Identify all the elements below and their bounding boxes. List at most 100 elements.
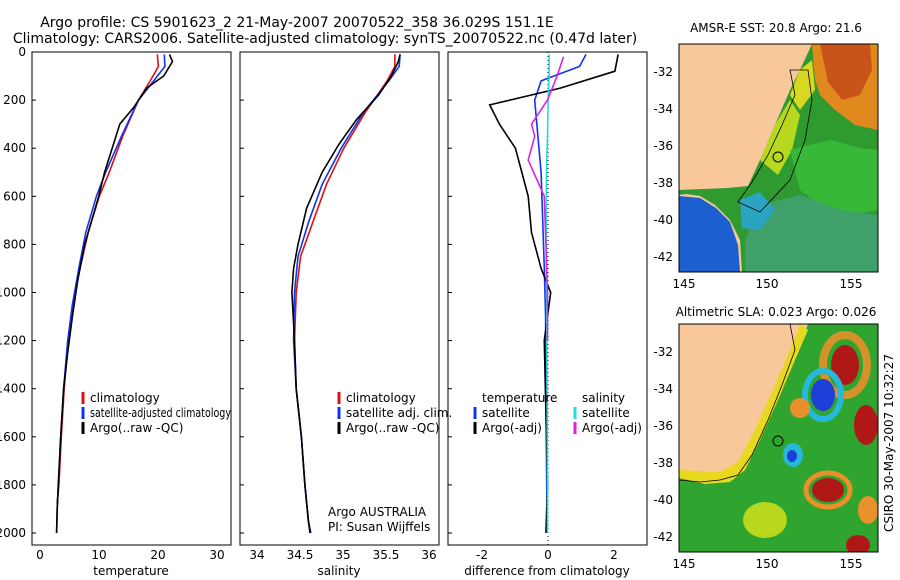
- depth-tick-label: 800: [3, 237, 26, 251]
- mid-water-region: [790, 140, 878, 215]
- map-lat-tick: -32: [653, 345, 673, 359]
- profile-line-climatology: [56, 54, 160, 505]
- legend-label-satellite: satellite adj. clim.: [346, 406, 452, 420]
- legend-header-temperature: temperature: [482, 391, 557, 405]
- temp-xtick-10: 10: [91, 548, 106, 562]
- depth-tick-label: 2000: [0, 526, 26, 540]
- profile-line-climatology: [293, 54, 396, 534]
- sla-map-title: Altimetric SLA: 0.023 Argo: 0.026: [676, 305, 877, 319]
- map-lat-tick: -34: [653, 102, 673, 116]
- profile-line-satellite-adj-clim: [292, 54, 401, 534]
- negative-anomaly-ring: [802, 368, 844, 422]
- shelf-contour: [737, 69, 813, 213]
- map-lon-tick: 155: [840, 277, 863, 291]
- difference-legend: temperature satellite Argo(-adj) salinit…: [473, 391, 642, 435]
- mixed-anomaly-region: [743, 502, 787, 538]
- difference-profiles: [488, 54, 619, 534]
- positive-anomaly-eddy-south: [812, 478, 844, 502]
- profile-line-salinity-satellite: [545, 54, 550, 533]
- map-lat-tick: -32: [653, 65, 673, 79]
- profile-line-argo-raw-qc: [55, 54, 174, 534]
- sal-xtick-35-5: 35.5: [373, 548, 400, 562]
- legend-label-temp-satellite: satellite: [482, 406, 530, 420]
- negative-anomaly-eddy: [811, 379, 835, 411]
- figure-title-line2: Climatology: CARS2006. Satellite-adjuste…: [13, 31, 637, 47]
- map-lat-tick: -36: [653, 139, 673, 153]
- argo-location-marker: [772, 435, 784, 447]
- profile-line-argo-raw-qc: [291, 54, 401, 534]
- depth-tick-label: 600: [3, 189, 26, 203]
- map-lat-tick: -38: [653, 176, 673, 190]
- salinity-xlabel: salinity: [317, 564, 360, 578]
- diff-xtick-0: 0: [544, 548, 552, 562]
- difference-xlabel: difference from climatology: [464, 564, 630, 578]
- depth-tick-label: 1200: [0, 334, 26, 348]
- positive-anomaly-ring: [819, 331, 871, 399]
- profile-line-temperature-argo-adj: [488, 54, 619, 534]
- legend-label-climatology: climatology: [346, 391, 416, 405]
- cold-eddy-core: [787, 450, 797, 462]
- legend-header-salinity: salinity: [582, 391, 625, 405]
- positive-anomaly-corner: [846, 535, 870, 552]
- temp-xtick-20: 20: [150, 548, 165, 562]
- temperature-axes: [31, 51, 232, 546]
- sst-map-frame: [678, 43, 879, 273]
- argo-location-marker: [772, 151, 784, 163]
- profile-line-satellite-adjusted-climatology: [55, 54, 166, 534]
- depth-tick-label: 1600: [0, 430, 26, 444]
- shelf-contour: [679, 324, 796, 483]
- sst-map: [678, 43, 879, 273]
- sal-xtick-34: 34: [249, 548, 264, 562]
- temperature-xlabel: temperature: [93, 564, 168, 578]
- salinity-axes: [239, 51, 440, 546]
- salinity-profiles: [291, 54, 401, 534]
- map-lat-tick: -38: [653, 456, 673, 470]
- map-lat-tick: -40: [653, 493, 673, 507]
- map-lat-tick: -42: [653, 530, 673, 544]
- positive-anomaly-edge: [858, 496, 878, 524]
- sal-xtick-35: 35: [335, 548, 350, 562]
- argo-program-label: Argo AUSTRALIA: [328, 505, 427, 519]
- depth-tick-label: 1400: [0, 382, 26, 396]
- cold-water-region: [679, 196, 740, 272]
- depth-tick-label: 1000: [0, 286, 26, 300]
- sal-xtick-34-5: 34.5: [287, 548, 314, 562]
- temp-xtick-0: 0: [36, 548, 44, 562]
- positive-anomaly-eddy: [831, 345, 859, 385]
- figure-title-line1: Argo profile: CS 5901623_2 21-May-2007 2…: [40, 15, 554, 31]
- temp-xtick-30: 30: [209, 548, 224, 562]
- southern-water-region: [745, 195, 878, 272]
- legend-label-sal-argo: Argo(-adj): [582, 421, 642, 435]
- coastal-warm-band: [790, 60, 815, 110]
- map-lat-tick: -40: [653, 213, 673, 227]
- map-lon-tick: 150: [756, 557, 779, 571]
- timestamp-label: CSIRO 30-May-2007 10:32:27: [882, 354, 896, 532]
- map-lon-tick: 150: [756, 277, 779, 291]
- legend-label-argo: Argo(..raw -QC): [346, 421, 439, 435]
- profile-line-salinity-argo-adj: [527, 56, 565, 341]
- positive-anomaly-eddy-east: [854, 405, 878, 445]
- temperature-profiles: [55, 54, 174, 534]
- pi-label: PI: Susan Wijffels: [328, 520, 430, 534]
- legend-label-sal-satellite: satellite: [582, 406, 630, 420]
- coastal-sla-band: [679, 324, 808, 484]
- legend-label-temp-argo: Argo(-adj): [482, 421, 542, 435]
- diff-xtick-neg2: -2: [476, 548, 488, 562]
- legend-label-satellite: satellite-adjusted climatology: [90, 406, 231, 420]
- depth-axis: 0 200 400 600 800 1000 1200 1400 1600 1800 2000: [0, 45, 452, 540]
- salinity-legend: climatology satellite adj. clim. Argo(..…: [337, 391, 452, 435]
- depth-tick-label: 0: [18, 45, 26, 59]
- small-positive-eddy: [790, 398, 810, 418]
- sla-map-frame: [678, 323, 879, 553]
- depth-tick-label: 1800: [0, 478, 26, 492]
- temperature-legend: climatology satellite-adjusted climatolo…: [81, 391, 231, 435]
- map-lat-tick: -42: [653, 250, 673, 264]
- sal-xtick-36: 36: [421, 548, 436, 562]
- map-lon-tick: 155: [840, 557, 863, 571]
- depth-tick-label: 400: [3, 141, 26, 155]
- coastal-current-band: [760, 100, 800, 175]
- warm-core-region: [820, 44, 872, 100]
- depth-tick-label: 200: [3, 93, 26, 107]
